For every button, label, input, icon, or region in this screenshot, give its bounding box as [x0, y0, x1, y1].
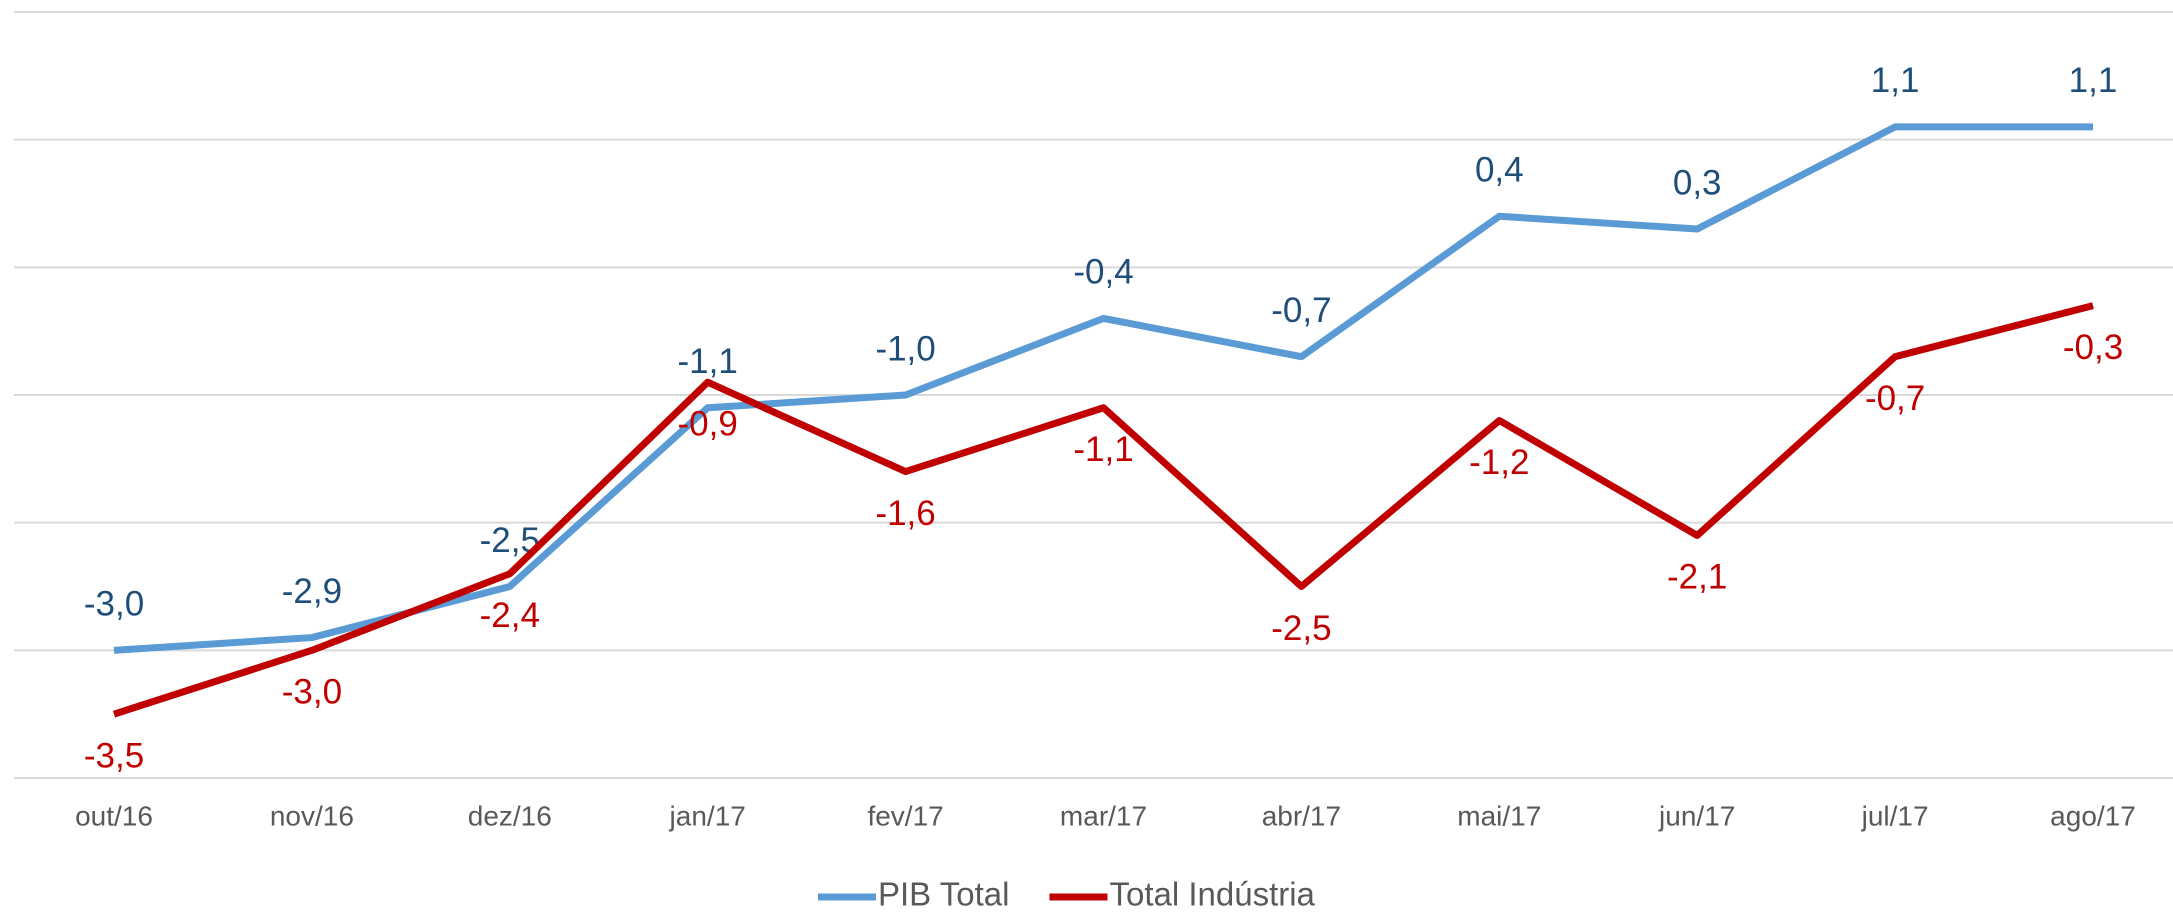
data-label: -2,5 [1271, 609, 1331, 648]
x-tick-label: dez/16 [468, 800, 552, 831]
data-label: -1,1 [1073, 430, 1133, 469]
data-label: -0,7 [1271, 291, 1331, 330]
data-label: -0,4 [1073, 253, 1133, 292]
data-label: -1,2 [1469, 443, 1529, 482]
data-label: -1,6 [875, 494, 935, 533]
data-label: -0,7 [1865, 379, 1925, 418]
x-tick-label: fev/17 [867, 800, 943, 831]
data-label: -1,0 [875, 329, 935, 368]
data-label: 0,4 [1475, 151, 1524, 190]
data-label: -3,0 [282, 673, 342, 712]
data-label: -0,9 [678, 404, 738, 443]
x-tick-label: out/16 [75, 800, 153, 831]
x-tick-label: mar/17 [1060, 800, 1147, 831]
x-tick-label: abr/17 [1262, 800, 1341, 831]
x-tick-label: jun/17 [1658, 800, 1735, 831]
data-label: -2,4 [480, 596, 540, 635]
x-tick-label: ago/17 [2050, 800, 2136, 831]
data-label: -3,0 [84, 585, 144, 624]
data-label: -3,5 [84, 736, 144, 775]
x-tick-label: mai/17 [1457, 800, 1541, 831]
series-line [112, 302, 2094, 718]
x-tick-label: jan/17 [669, 800, 746, 831]
series-line [113, 123, 2093, 654]
x-tick-label: nov/16 [270, 800, 354, 831]
legend-label: Total Indústria [1109, 876, 1315, 912]
data-label: 1,1 [2069, 61, 2118, 100]
data-label: -2,9 [282, 572, 342, 611]
data-label: 1,1 [1871, 61, 1920, 100]
x-tick-label: jul/17 [1861, 800, 1929, 831]
data-label: -2,1 [1667, 558, 1727, 597]
data-label: -0,3 [2063, 328, 2123, 367]
data-label: 0,3 [1673, 163, 1722, 202]
data-label: -1,1 [678, 342, 738, 381]
legend-label: PIB Total [878, 876, 1009, 912]
